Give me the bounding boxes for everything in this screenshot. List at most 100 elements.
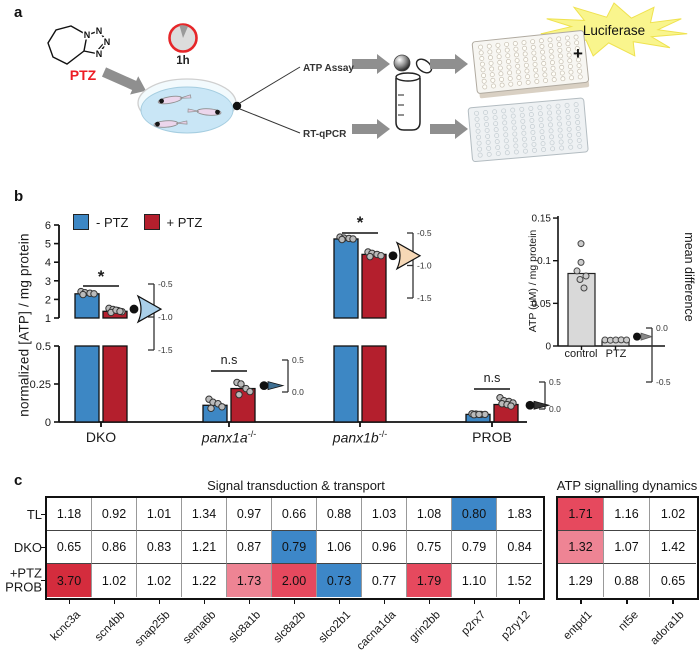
heatmap-cell: 1.71 — [558, 498, 604, 531]
plate-well — [540, 49, 545, 55]
heatmap-cell: 1.34 — [182, 498, 227, 531]
plate-well — [565, 108, 571, 114]
plate-well — [487, 49, 493, 55]
plate-well — [575, 57, 581, 63]
heatmap-cell: 1.03 — [362, 498, 407, 531]
plate-well — [549, 54, 555, 60]
bar-minus-ptz-top — [333, 238, 359, 319]
plate-well — [549, 140, 555, 146]
tetrazole-ring — [83, 30, 108, 55]
column-tick — [383, 599, 386, 604]
plate-well — [565, 114, 571, 120]
heatmap-cell: 1.02 — [92, 564, 137, 597]
plate-well — [495, 151, 501, 156]
significance-label: * — [357, 213, 364, 232]
data-point — [218, 403, 226, 411]
line-to-atp-assay — [239, 66, 301, 104]
plate-well — [513, 46, 519, 52]
mean-diff-distribution — [136, 294, 163, 324]
heatmap-cell: 0.79 — [452, 531, 497, 564]
significance-label: n.s — [221, 353, 238, 367]
mean-diff-tick-label: -1.5 — [158, 345, 173, 355]
legend-label-minus-ptz: - PTZ — [96, 214, 129, 230]
fish-eye — [215, 109, 220, 115]
plate-well — [547, 116, 553, 122]
heatmap-cell: 0.87 — [227, 531, 272, 564]
heatmap-title-signal-transduction: Signal transduction & transport — [207, 478, 385, 493]
mean-diff-distribution — [267, 381, 285, 391]
heatmap-cell: 1.06 — [317, 531, 362, 564]
plate-well — [522, 148, 528, 154]
plate-well — [515, 69, 521, 75]
column-tick — [158, 599, 161, 604]
heptane-ring — [47, 25, 88, 65]
heatmap-cell: 1.01 — [137, 498, 182, 531]
plate-well — [568, 144, 574, 150]
plate-well — [537, 105, 543, 111]
plate-well — [488, 55, 493, 61]
plate-well — [550, 65, 556, 71]
plate-well — [564, 35, 570, 41]
plate-well — [513, 149, 519, 155]
data-point — [366, 252, 374, 261]
plate-well — [528, 106, 534, 111]
inset-data-point — [577, 240, 585, 248]
plate-well — [505, 58, 511, 64]
plate-well — [555, 103, 561, 109]
plate-well — [529, 118, 535, 123]
plate-well — [541, 61, 547, 66]
plate-well — [522, 45, 528, 51]
plate-well — [478, 50, 484, 56]
column-tick — [428, 599, 431, 604]
plate-well — [573, 34, 579, 40]
column-tick — [518, 599, 521, 604]
legend-label-plus-ptz: + PTZ — [166, 214, 203, 230]
plate-well — [492, 115, 498, 121]
mean-diff-tick-label: -0.5 — [158, 279, 173, 289]
plate-well — [520, 124, 526, 130]
data-point — [116, 307, 124, 316]
plate-well — [547, 37, 553, 43]
heatmap-cell: 0.66 — [272, 498, 317, 531]
column-tick — [672, 599, 674, 604]
heatmap-cell: 0.88 — [604, 564, 650, 597]
y-tick-label: 1 — [45, 313, 51, 325]
plate-well — [566, 120, 572, 126]
plate-well — [504, 47, 510, 53]
inset-data-point — [580, 284, 588, 292]
inset-y-tick-label: 0.05 — [532, 299, 552, 310]
plate-well — [525, 74, 531, 80]
column-tick — [248, 599, 251, 604]
plate-well — [540, 141, 546, 147]
zebrafish-larva — [157, 94, 192, 105]
inset-bar-control — [567, 272, 596, 347]
plate-well — [532, 56, 537, 62]
inset-y-tick-label: 0.15 — [532, 214, 552, 225]
plate-well — [549, 60, 555, 66]
plate-well — [486, 151, 492, 157]
nitrogen-atom-label: N — [84, 30, 91, 40]
plate-well — [514, 52, 519, 58]
plate-well — [566, 46, 572, 52]
plate-well — [504, 41, 510, 47]
nitrogen-atom-label: N — [96, 26, 103, 36]
inset-data-point — [576, 275, 584, 283]
plate-well — [510, 113, 516, 119]
plate-well — [478, 44, 484, 50]
plate-well — [495, 145, 501, 151]
inset-mean-diff-tick-label: -0.5 — [656, 377, 671, 387]
plate-well — [521, 130, 527, 136]
panel-c-label: c — [14, 472, 23, 489]
heatmap-cell: 1.22 — [182, 564, 227, 597]
heatmap-cell: 0.65 — [650, 564, 696, 597]
plate-well — [543, 78, 548, 83]
plate-well — [477, 152, 483, 158]
plate-well — [557, 47, 563, 53]
heatmap-cell: 0.84 — [497, 531, 542, 564]
gene-label: slco2b1 — [316, 609, 353, 646]
data-point — [237, 380, 245, 388]
plate-well — [508, 81, 514, 87]
plate-well — [522, 51, 528, 57]
plate-well — [512, 137, 518, 143]
data-point — [377, 251, 385, 260]
